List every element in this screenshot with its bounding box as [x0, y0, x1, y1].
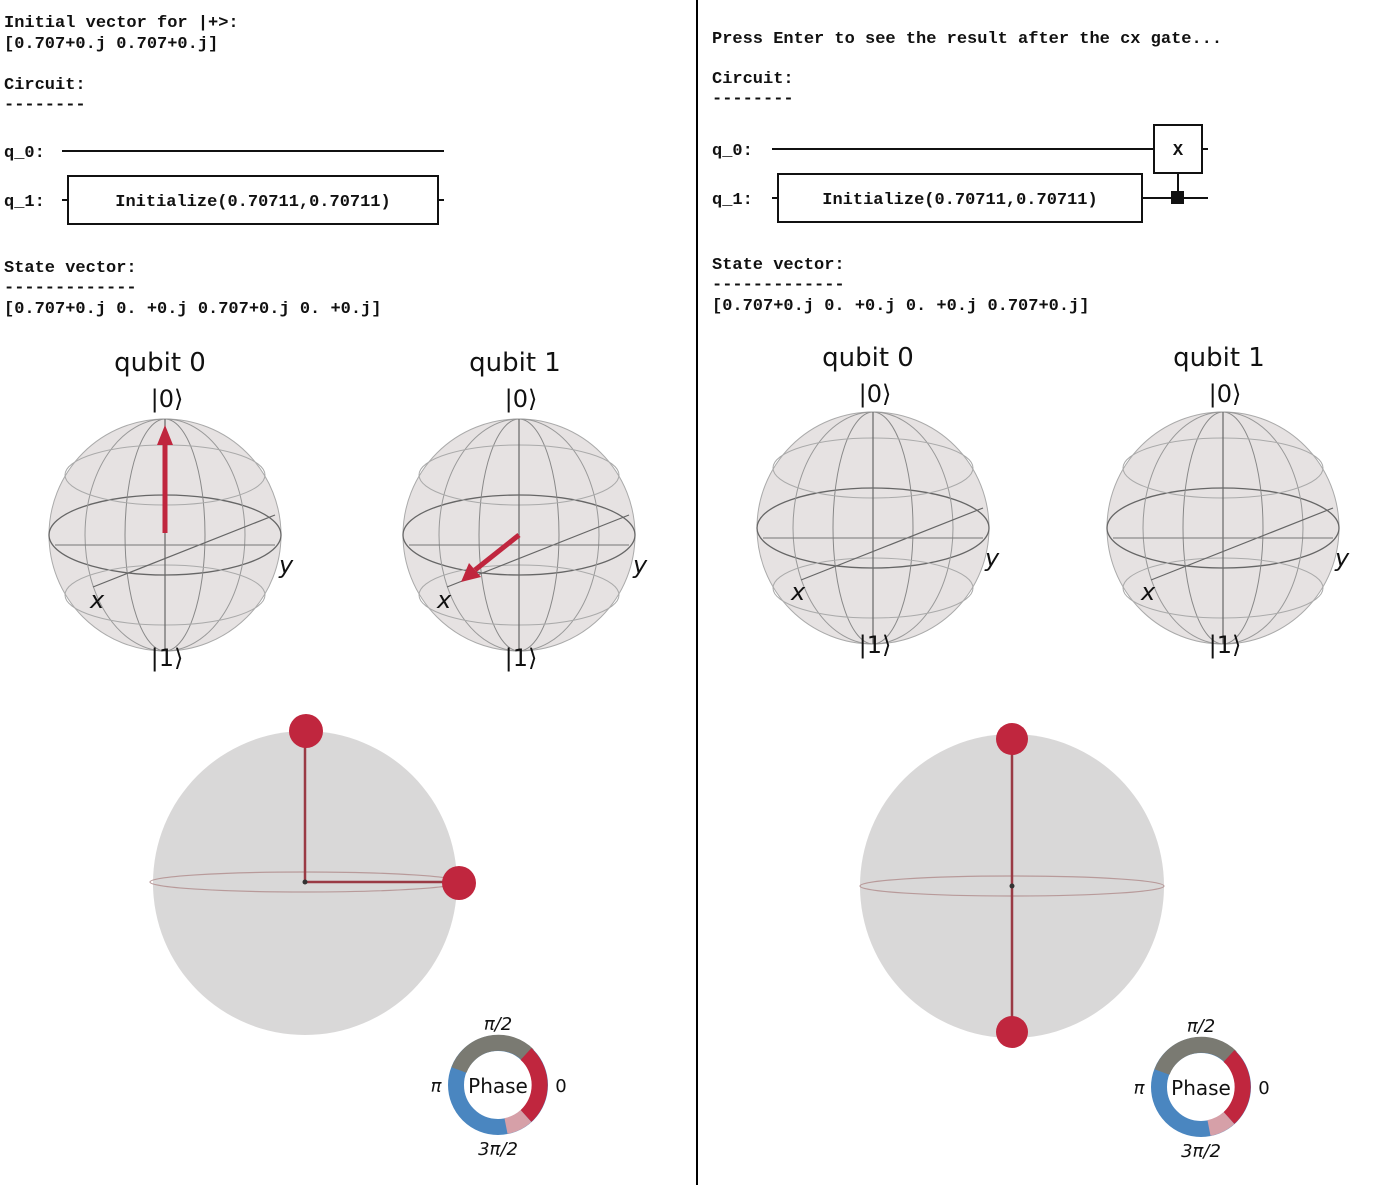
- phase-pi: π: [431, 1076, 443, 1097]
- left-drawing: q_0: q_1: Initialize(0.70711,0.70711) St…: [4, 144, 648, 1160]
- q0-label: q_0:: [712, 142, 753, 161]
- ket-1-label: |1⟩: [505, 644, 538, 672]
- right-drawing: q_0: X q_1: Initialize(0.70711,0.70711) …: [712, 124, 1350, 1162]
- qsphere: [859, 723, 1165, 1048]
- left-panel: Initial vector for |+>: [0.707+0.j 0.707…: [4, 14, 648, 1161]
- basis-state-dot: [442, 866, 476, 900]
- x-axis-label: x: [436, 586, 452, 614]
- q1-label: q_1:: [712, 191, 753, 210]
- q0-label: q_0:: [4, 144, 45, 163]
- initialize-gate-label: Initialize(0.70711,0.70711): [822, 191, 1097, 210]
- ket-0-label: |0⟩: [151, 385, 184, 413]
- phase-legend: Phase π/2 π 3π/2 0: [1134, 1016, 1270, 1162]
- ket-1-label: |1⟩: [1209, 631, 1242, 659]
- x-axis-label: x: [89, 586, 105, 614]
- phase-zero: 0: [1258, 1078, 1269, 1099]
- phase-three-pi-half: 3π/2: [478, 1139, 518, 1160]
- panel-divider: [696, 0, 698, 1185]
- phase-label: Phase: [1171, 1076, 1231, 1100]
- intro-line-2: [0.707+0.j 0.707+0.j]: [4, 35, 219, 54]
- bloch-sphere-qubit-1: qubit 1 |0⟩ |1⟩ x y: [1106, 343, 1350, 659]
- q1-label: q_1:: [4, 193, 45, 212]
- bloch-sphere-qubit-1: qubit 1 |0⟩ |1⟩ x y: [402, 348, 648, 672]
- phase-three-pi-half: 3π/2: [1181, 1141, 1221, 1162]
- cx-control-dot: [1171, 191, 1184, 204]
- ket-0-label: |0⟩: [859, 380, 892, 408]
- phase-legend: Phase π/2 π 3π/2 0: [431, 1014, 567, 1160]
- qsphere: [149, 714, 476, 1035]
- basis-state-dot: [289, 714, 323, 748]
- state-title: State vector:: [4, 259, 137, 278]
- prompt-text: Press Enter to see the result after the …: [712, 30, 1223, 49]
- circuit-underline: --------: [712, 90, 794, 109]
- y-axis-label: y: [632, 551, 648, 579]
- state-vector: [0.707+0.j 0. +0.j 0.707+0.j 0. +0.j]: [4, 300, 381, 319]
- circuit-diagram: q_0: q_1: Initialize(0.70711,0.70711): [4, 144, 444, 225]
- y-axis-label: y: [1334, 544, 1350, 572]
- ket-1-label: |1⟩: [151, 644, 184, 672]
- initialize-gate-label: Initialize(0.70711,0.70711): [115, 193, 390, 212]
- initialize-gate: [777, 173, 1143, 223]
- circuit-title: Circuit:: [4, 76, 86, 95]
- bloch-title: qubit 1: [469, 348, 561, 378]
- circuit-title: Circuit:: [712, 70, 794, 89]
- circuit-underline: --------: [4, 96, 86, 115]
- bloch-vector-arrow: [473, 533, 521, 572]
- phase-label: Phase: [468, 1074, 528, 1098]
- basis-state-dot: [996, 1016, 1028, 1048]
- ket-0-label: |0⟩: [505, 385, 538, 413]
- x-gate-label: X: [1173, 142, 1184, 161]
- basis-state-dot: [996, 723, 1028, 755]
- x-gate: [1153, 124, 1203, 174]
- intro-line-1: Initial vector for |+>:: [4, 14, 239, 33]
- bloch-sphere-qubit-0: qubit 0 |0⟩ |1⟩ x y: [48, 348, 294, 672]
- ket-0-label: |0⟩: [1209, 380, 1242, 408]
- bloch-title: qubit 0: [114, 348, 206, 378]
- bloch-sphere-qubit-0: qubit 0 |0⟩ |1⟩ x y: [756, 343, 1000, 659]
- right-panel: Press Enter to see the result after the …: [700, 0, 1388, 1185]
- x-axis-label: x: [790, 578, 806, 606]
- bloch-title: qubit 0: [822, 343, 914, 373]
- y-axis-label: y: [984, 544, 1000, 572]
- phase-pi-half: π/2: [1187, 1016, 1215, 1037]
- y-axis-label: y: [278, 551, 294, 579]
- state-vector: [0.707+0.j 0. +0.j 0. +0.j 0.707+0.j]: [712, 297, 1089, 316]
- x-axis-label: x: [1140, 578, 1156, 606]
- state-title: State vector:: [712, 256, 845, 275]
- circuit-diagram: q_0: X q_1: Initialize(0.70711,0.70711): [712, 124, 1208, 223]
- state-underline: -------------: [4, 279, 137, 298]
- bloch-title: qubit 1: [1173, 343, 1265, 373]
- phase-pi-half: π/2: [484, 1014, 512, 1035]
- initialize-gate: [67, 175, 439, 225]
- ket-1-label: |1⟩: [859, 631, 892, 659]
- state-underline: -------------: [712, 276, 845, 295]
- phase-zero: 0: [555, 1076, 566, 1097]
- phase-pi: π: [1134, 1078, 1146, 1099]
